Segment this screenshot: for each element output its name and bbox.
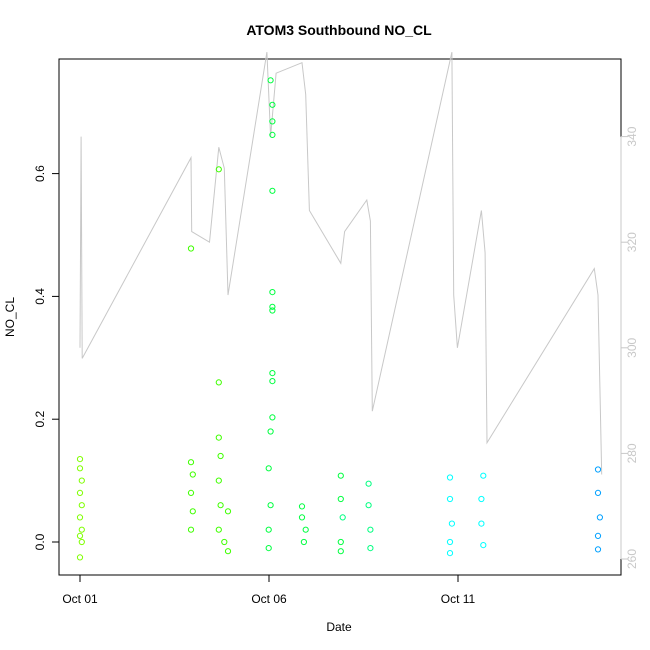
y-tick-label: 0.0 bbox=[33, 533, 47, 550]
data-point bbox=[365, 502, 372, 509]
y-axis: 0.0 0.2 0.4 0.6 bbox=[33, 165, 60, 550]
data-point bbox=[217, 452, 224, 460]
data-point bbox=[265, 465, 272, 472]
data-point bbox=[215, 434, 222, 441]
data-point bbox=[267, 502, 274, 509]
x-tick-label-oct06: Oct 06 bbox=[251, 592, 287, 606]
data-point bbox=[269, 414, 276, 421]
plot-area bbox=[58, 58, 622, 576]
data-point bbox=[367, 526, 374, 533]
y-tick-label: 0.4 bbox=[33, 288, 47, 305]
data-point bbox=[300, 538, 307, 546]
data-point bbox=[446, 495, 454, 503]
data-point bbox=[594, 489, 602, 496]
data-point bbox=[480, 542, 487, 549]
data-point bbox=[267, 428, 274, 435]
secondary-series-line bbox=[79, 51, 603, 475]
data-point bbox=[269, 101, 276, 108]
data-point bbox=[298, 514, 306, 521]
data-point bbox=[269, 307, 276, 314]
data-point bbox=[215, 526, 222, 533]
data-point bbox=[448, 520, 455, 527]
data-point bbox=[78, 538, 85, 546]
data-point bbox=[339, 514, 346, 521]
data-point bbox=[187, 459, 195, 466]
data-point bbox=[265, 526, 272, 533]
data-point bbox=[269, 187, 276, 194]
data-point bbox=[269, 289, 276, 296]
data-point bbox=[269, 118, 276, 125]
data-point bbox=[337, 495, 344, 503]
y2-tick-label: 320 bbox=[625, 232, 639, 252]
data-point bbox=[76, 514, 84, 521]
data-point bbox=[596, 514, 604, 521]
data-point bbox=[337, 538, 344, 546]
data-point bbox=[187, 526, 195, 533]
data-point bbox=[269, 370, 276, 377]
y-tick-label: 0.2 bbox=[33, 411, 47, 428]
data-point bbox=[187, 489, 195, 496]
data-point bbox=[76, 456, 84, 463]
x-tick-label-oct01: Oct 01 bbox=[62, 592, 98, 606]
data-point bbox=[446, 550, 454, 557]
y2-tick-label: 300 bbox=[625, 337, 639, 357]
data-point bbox=[337, 548, 344, 555]
data-point bbox=[78, 502, 85, 509]
data-point bbox=[367, 545, 374, 552]
y2-tick-label: 260 bbox=[625, 549, 639, 569]
data-point bbox=[215, 379, 222, 386]
data-point bbox=[298, 503, 306, 510]
x-axis: Oct 01 Oct 06 Oct 11 bbox=[62, 574, 476, 606]
right-y-axis: 260 280 300 320 340 bbox=[620, 126, 639, 569]
data-point bbox=[269, 303, 276, 310]
scatter-points-layer bbox=[76, 77, 604, 561]
data-point bbox=[78, 526, 85, 533]
data-point bbox=[189, 508, 196, 515]
data-point bbox=[480, 472, 487, 479]
x-tick-label-oct11: Oct 11 bbox=[441, 592, 476, 606]
y-axis-label: NO_CL bbox=[3, 297, 17, 337]
data-point bbox=[78, 477, 85, 484]
data-point bbox=[76, 465, 84, 472]
data-point bbox=[217, 502, 224, 509]
data-point bbox=[478, 495, 485, 503]
data-point bbox=[269, 131, 276, 138]
data-point bbox=[265, 545, 272, 552]
data-point bbox=[76, 554, 84, 561]
data-point bbox=[187, 245, 195, 252]
data-point bbox=[365, 480, 372, 487]
data-point bbox=[594, 532, 602, 540]
data-point bbox=[269, 378, 276, 385]
data-point bbox=[76, 532, 84, 540]
data-point bbox=[594, 466, 602, 473]
data-point bbox=[215, 477, 222, 484]
data-point bbox=[215, 166, 222, 173]
data-point bbox=[267, 77, 274, 84]
data-point bbox=[594, 546, 602, 553]
data-point bbox=[302, 526, 309, 533]
chart-title: ATOM3 Southbound NO_CL bbox=[246, 22, 432, 38]
data-point bbox=[478, 520, 485, 527]
data-point bbox=[221, 538, 228, 546]
y2-tick-label: 340 bbox=[625, 126, 639, 146]
data-point bbox=[446, 538, 454, 546]
y2-tick-label: 280 bbox=[625, 443, 639, 463]
secondary-series-layer bbox=[79, 51, 603, 475]
data-point bbox=[337, 472, 344, 479]
y-tick-label: 0.6 bbox=[33, 165, 47, 182]
data-point bbox=[446, 474, 454, 481]
data-point bbox=[224, 548, 232, 555]
data-point bbox=[224, 508, 232, 515]
data-point bbox=[189, 471, 196, 478]
x-axis-label: Date bbox=[326, 620, 352, 634]
data-point bbox=[76, 489, 84, 496]
